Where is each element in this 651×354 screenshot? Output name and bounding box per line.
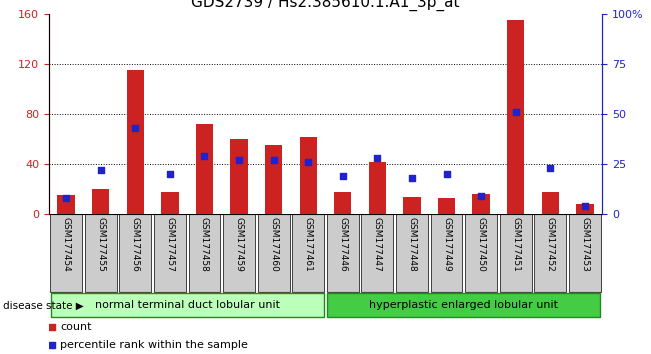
Bar bbox=[396, 214, 428, 292]
Bar bbox=[292, 214, 324, 292]
Bar bbox=[57, 195, 75, 214]
Bar bbox=[230, 139, 247, 214]
Bar bbox=[361, 214, 393, 292]
Bar bbox=[127, 70, 144, 214]
Text: GSM177448: GSM177448 bbox=[408, 217, 417, 271]
Point bbox=[303, 159, 313, 165]
Bar bbox=[438, 198, 455, 214]
Bar bbox=[223, 214, 255, 292]
Text: GSM177453: GSM177453 bbox=[581, 217, 589, 272]
Bar bbox=[85, 214, 117, 292]
Text: GSM177449: GSM177449 bbox=[442, 217, 451, 271]
Point bbox=[476, 193, 486, 199]
Point bbox=[199, 153, 210, 159]
Text: GSM177456: GSM177456 bbox=[131, 217, 140, 272]
Point bbox=[407, 175, 417, 181]
Point bbox=[441, 171, 452, 177]
Title: GDS2739 / Hs2.385610.1.A1_3p_at: GDS2739 / Hs2.385610.1.A1_3p_at bbox=[191, 0, 460, 11]
Text: disease state ▶: disease state ▶ bbox=[3, 300, 84, 310]
Bar bbox=[327, 214, 359, 292]
Point bbox=[96, 167, 106, 173]
Bar bbox=[334, 192, 352, 214]
Point bbox=[268, 157, 279, 163]
Bar bbox=[299, 137, 317, 214]
Text: GSM177447: GSM177447 bbox=[373, 217, 382, 271]
Bar bbox=[196, 124, 213, 214]
Point bbox=[46, 325, 57, 330]
Bar bbox=[154, 214, 186, 292]
Text: GSM177459: GSM177459 bbox=[234, 217, 243, 272]
Point bbox=[130, 125, 141, 131]
Text: GSM177458: GSM177458 bbox=[200, 217, 209, 272]
Text: GSM177454: GSM177454 bbox=[62, 217, 70, 271]
Bar bbox=[50, 214, 82, 292]
Bar bbox=[189, 214, 220, 292]
Text: GSM177460: GSM177460 bbox=[269, 217, 278, 272]
Text: GSM177461: GSM177461 bbox=[304, 217, 312, 272]
Point bbox=[234, 157, 244, 163]
Bar bbox=[507, 21, 524, 214]
Bar bbox=[473, 194, 490, 214]
Bar bbox=[404, 197, 421, 214]
Bar bbox=[542, 192, 559, 214]
Text: GSM177452: GSM177452 bbox=[546, 217, 555, 271]
Text: GSM177451: GSM177451 bbox=[511, 217, 520, 272]
Bar bbox=[465, 214, 497, 292]
Bar bbox=[265, 145, 283, 214]
Text: percentile rank within the sample: percentile rank within the sample bbox=[60, 340, 248, 350]
Bar bbox=[327, 293, 600, 317]
Text: GSM177450: GSM177450 bbox=[477, 217, 486, 272]
Bar bbox=[258, 214, 290, 292]
Point bbox=[61, 195, 72, 201]
Point bbox=[338, 173, 348, 179]
Bar bbox=[534, 214, 566, 292]
Bar bbox=[569, 214, 601, 292]
Bar bbox=[161, 192, 178, 214]
Text: hyperplastic enlarged lobular unit: hyperplastic enlarged lobular unit bbox=[369, 300, 559, 310]
Bar bbox=[119, 214, 151, 292]
Bar bbox=[92, 189, 109, 214]
Text: normal terminal duct lobular unit: normal terminal duct lobular unit bbox=[94, 300, 280, 310]
Point bbox=[372, 155, 383, 161]
Text: GSM177455: GSM177455 bbox=[96, 217, 105, 272]
Point bbox=[545, 165, 555, 171]
Point bbox=[165, 171, 175, 177]
Bar bbox=[500, 214, 532, 292]
Point bbox=[510, 109, 521, 115]
Text: GSM177446: GSM177446 bbox=[339, 217, 347, 271]
Point bbox=[46, 342, 57, 348]
Bar bbox=[431, 214, 462, 292]
Text: count: count bbox=[60, 322, 91, 332]
Text: GSM177457: GSM177457 bbox=[165, 217, 174, 272]
Bar bbox=[368, 162, 386, 214]
Bar bbox=[576, 204, 594, 214]
Point bbox=[579, 203, 590, 209]
Bar bbox=[51, 293, 324, 317]
